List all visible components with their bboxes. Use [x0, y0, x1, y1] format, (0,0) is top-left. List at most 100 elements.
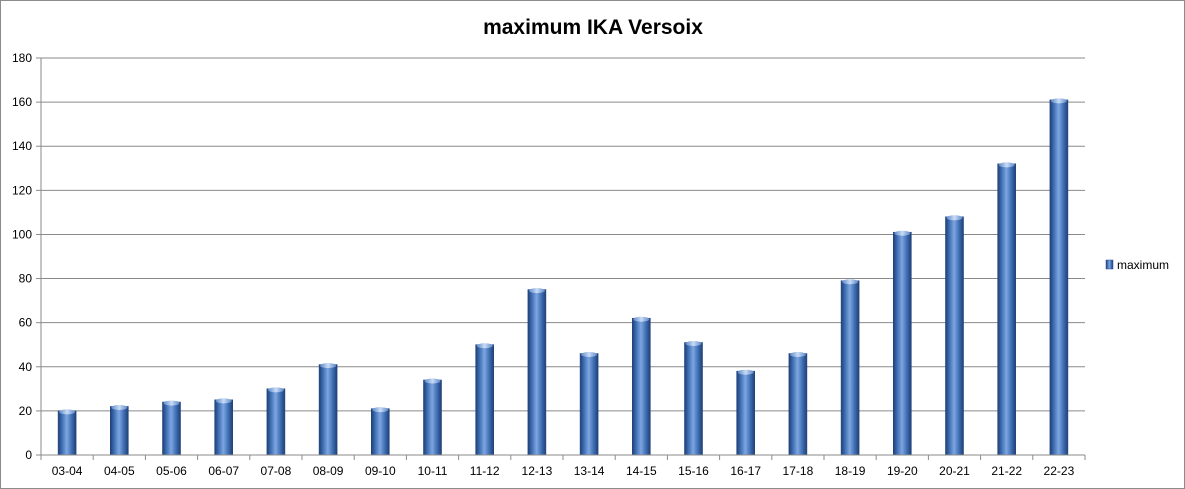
- bar-body: [475, 344, 495, 456]
- y-tick-label: 60: [19, 316, 33, 330]
- bar: [840, 279, 860, 456]
- x-tick-label: 10-11: [418, 464, 448, 478]
- y-tick-label: 20: [19, 404, 33, 418]
- bar: [997, 162, 1017, 456]
- bar-cap: [633, 316, 650, 322]
- bar-body: [266, 388, 286, 456]
- bar: [684, 341, 703, 456]
- x-tick-label: 06-07: [208, 464, 239, 478]
- bar: [110, 404, 129, 456]
- axes: [40, 58, 1085, 456]
- bar-cap: [372, 407, 389, 413]
- bar-cap: [946, 215, 963, 221]
- bar-body: [631, 317, 651, 456]
- bar-cap: [424, 378, 441, 384]
- grid-lines: [41, 57, 1085, 412]
- y-tick-label: 80: [19, 272, 33, 286]
- x-tick-label: 19-20: [887, 464, 918, 478]
- y-tick-label: 120: [12, 183, 32, 197]
- bar: [579, 352, 599, 456]
- bar: [788, 352, 808, 456]
- x-tick-label: 21-22: [991, 464, 1022, 478]
- bar-body: [110, 406, 129, 456]
- bar-body: [684, 342, 703, 456]
- x-tick-label: 09-10: [365, 464, 396, 478]
- bar: [892, 230, 912, 456]
- bar-body: [997, 163, 1017, 456]
- y-tick-label: 140: [12, 139, 32, 153]
- x-tick-label: 15-16: [678, 464, 709, 478]
- bar: [945, 215, 964, 456]
- bar-body: [840, 280, 860, 456]
- bar-body: [892, 231, 912, 456]
- x-tick-label: 05-06: [156, 464, 187, 478]
- y-axis-ticks: 0 20 40 60 80 100 120 140 160 180: [12, 51, 41, 462]
- bar-body: [370, 408, 390, 456]
- bar-cap: [267, 387, 284, 393]
- bar-cap: [111, 404, 128, 410]
- bar-body: [945, 216, 964, 456]
- x-tick-label: 18-19: [835, 464, 866, 478]
- x-tick-label: 22-23: [1044, 464, 1075, 478]
- bar: [631, 316, 651, 456]
- bar-body: [318, 364, 338, 456]
- bar-body: [57, 410, 77, 456]
- x-tick-label: 07-08: [261, 464, 292, 478]
- bar-body: [162, 401, 181, 456]
- bar: [423, 378, 442, 456]
- bar-body: [1049, 99, 1069, 456]
- bar: [475, 343, 495, 456]
- bar-body: [423, 379, 442, 456]
- bar-cap: [320, 363, 337, 369]
- bar-cap: [998, 162, 1015, 168]
- bar-cap: [1050, 98, 1067, 104]
- bar-cap: [59, 409, 76, 415]
- legend-swatch: [1105, 259, 1114, 270]
- bar-cap: [163, 400, 180, 406]
- bar-body: [736, 370, 756, 456]
- bar-cap: [894, 230, 911, 236]
- x-axis-ticks: 03-04 04-05 05-06 06-07 07-08 08-09 09-10 10-11…: [40, 455, 1086, 478]
- bar: [57, 409, 77, 456]
- bar: [527, 288, 547, 456]
- x-tick-label: 11-12: [470, 464, 500, 478]
- bar-body: [214, 399, 233, 456]
- x-tick-label: 20-21: [939, 464, 970, 478]
- x-tick-label: 13-14: [574, 464, 605, 478]
- bar-body: [527, 289, 547, 456]
- chart-title: maximum IKA Versoix: [483, 16, 703, 39]
- bar-cap: [581, 352, 598, 358]
- y-tick-label: 180: [12, 51, 32, 65]
- legend: maximum: [1105, 258, 1169, 272]
- bar-cap: [737, 369, 754, 375]
- x-tick-label: 04-05: [104, 464, 135, 478]
- bar-body: [579, 353, 599, 456]
- bar-cap: [215, 398, 232, 404]
- bar: [162, 400, 181, 456]
- bar: [736, 369, 756, 456]
- bar-cap: [789, 352, 806, 358]
- bar: [370, 407, 390, 456]
- bars: [57, 98, 1069, 456]
- x-tick-label: 14-15: [626, 464, 657, 478]
- bar: [266, 387, 286, 456]
- bar-cap: [685, 341, 702, 347]
- bar-body: [788, 353, 808, 456]
- bar: [1049, 98, 1069, 456]
- bar: [318, 363, 338, 456]
- x-tick-label: 08-09: [313, 464, 344, 478]
- y-tick-label: 100: [12, 227, 32, 241]
- x-tick-label: 03-04: [52, 464, 83, 478]
- x-tick-label: 17-18: [783, 464, 814, 478]
- x-tick-label: 16-17: [730, 464, 761, 478]
- bar-cap: [528, 288, 545, 294]
- y-tick-label: 40: [19, 360, 33, 374]
- y-tick-label: 160: [12, 95, 32, 109]
- legend-label: maximum: [1117, 258, 1169, 272]
- bar-cap: [476, 343, 493, 349]
- bar-cap: [842, 279, 859, 285]
- y-tick-label: 0: [25, 448, 32, 462]
- bar: [214, 398, 233, 456]
